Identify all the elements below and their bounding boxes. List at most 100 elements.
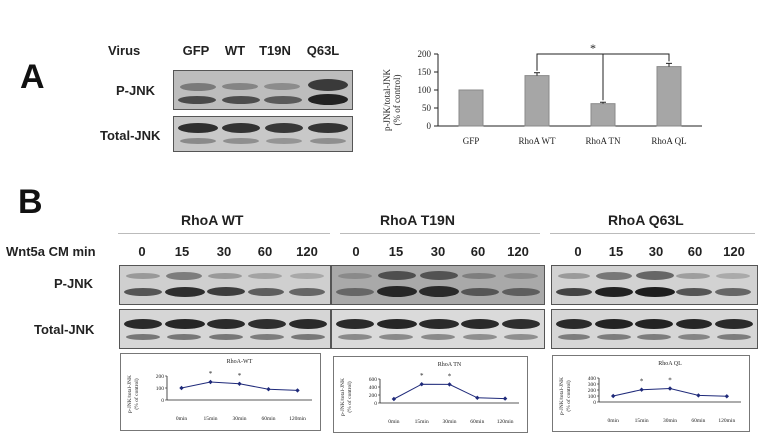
line-chart-ql-frame: RhoA QL p-JNK/total-JNK (% of control) 0 100… xyxy=(552,355,750,432)
line-chart-title: RhoA-WT xyxy=(227,359,253,365)
tp-wt-30: 30 xyxy=(216,244,232,259)
bar-chart-a: p-JNK/total-JNK (% of control) 0 50 100 150… xyxy=(382,41,702,146)
line-chart-point xyxy=(447,382,452,387)
line-chart-x-label: 15min xyxy=(635,418,649,424)
blot-b-q63l-total-jnk xyxy=(551,309,758,349)
row-label-total-jnk-b: Total-JNK xyxy=(34,322,95,337)
line-chart-star: * xyxy=(668,377,672,385)
line-chart-y-tick-label: 200 xyxy=(156,374,165,380)
tp-q63l-120: 120 xyxy=(723,244,745,259)
bar-chart-ylabel-2: (% of control) xyxy=(392,75,402,126)
line-chart-x-label: 15min xyxy=(415,419,429,425)
tp-q63l-15: 15 xyxy=(608,244,624,259)
line-chart-x-label: 30min xyxy=(442,419,456,425)
line-chart-point xyxy=(266,387,271,392)
line-chart-y-tick-label: 400 xyxy=(588,376,597,382)
line-chart-x-label: 60min xyxy=(691,418,705,424)
panel-a-letter: A xyxy=(20,58,45,96)
line-chart-ylabel-2: (% of control) xyxy=(133,378,140,409)
line-chart-x-label: 0min xyxy=(388,419,400,425)
tp-q63l-60: 60 xyxy=(687,244,703,259)
lane-label-q63l: Q63L xyxy=(306,43,340,58)
line-chart-y-tick-label: 300 xyxy=(588,382,597,388)
line-chart-point xyxy=(696,393,701,398)
line-chart-x-label: 60min xyxy=(470,419,484,425)
group-title-rhoa-wt: RhoA WT xyxy=(181,212,244,228)
line-chart-x-label: 15min xyxy=(203,416,217,422)
line-chart-star: * xyxy=(209,370,213,378)
bar-chart-ylabel-1: p-JNK/total-JNK xyxy=(382,69,392,131)
tp-wt-15: 15 xyxy=(174,244,190,259)
bar-chart-y-tick-label: 150 xyxy=(418,67,432,77)
line-chart-x-label: 120min xyxy=(497,419,514,425)
blot-b-t19n-total-jnk xyxy=(331,309,545,349)
line-chart-point xyxy=(611,393,616,399)
bar-chart-y-tick-label: 200 xyxy=(418,49,432,59)
treatment-label: Wnt5a CM min xyxy=(6,244,96,259)
line-chart-title: RhoA QL xyxy=(658,361,682,367)
line-chart-point xyxy=(391,396,397,402)
line-chart-x-label: 0min xyxy=(176,416,188,422)
line-chart-star: * xyxy=(640,378,644,386)
line-chart-point xyxy=(502,396,508,401)
line-chart-x-label: 30min xyxy=(232,416,246,422)
line-chart-y-tick-label: 0 xyxy=(593,400,596,406)
tp-t19n-0: 0 xyxy=(352,244,360,259)
tp-wt-60: 60 xyxy=(257,244,273,259)
line-chart-point xyxy=(208,379,213,385)
bar-0 xyxy=(458,89,484,127)
line-chart-star: * xyxy=(420,372,424,380)
line-chart-point xyxy=(295,388,300,393)
line-chart-star: * xyxy=(238,372,242,380)
line-chart-ylabel-1: p-JNK/total-JNK xyxy=(340,378,346,416)
line-chart-point xyxy=(179,385,184,391)
line-chart-point xyxy=(667,386,673,391)
line-chart-rhoa-tn: RhoA TN p-JNK/total-JNK (% of control) 0 200… xyxy=(340,362,519,425)
group-underline-t19n xyxy=(340,233,540,234)
blot-b-q63l-p-jnk xyxy=(551,265,758,305)
tp-t19n-30: 30 xyxy=(430,244,446,259)
line-chart-x-label: 0min xyxy=(608,418,620,424)
bar-chart-x-label-3: RhoA QL xyxy=(651,136,686,146)
row-label-p-jnk-b: P-JNK xyxy=(54,276,94,291)
significance-star-a: * xyxy=(590,41,596,55)
group-title-rhoa-q63l: RhoA Q63L xyxy=(608,212,684,228)
bar-3 xyxy=(656,66,682,127)
group-underline-wt xyxy=(118,233,330,234)
bar-2 xyxy=(590,103,616,127)
lane-label-t19n: T19N xyxy=(259,43,291,58)
bar-chart-y-tick-label: 0 xyxy=(427,121,432,131)
blot-b-wt-total-jnk xyxy=(119,309,331,349)
group-title-rhoa-t19n: RhoA T19N xyxy=(380,212,455,228)
line-chart-ylabel-2: (% of control) xyxy=(565,380,572,411)
tp-wt-0: 0 xyxy=(138,244,146,259)
line-chart-point xyxy=(419,382,424,387)
line-chart-y-tick-label: 200 xyxy=(369,393,378,399)
line-chart-ylabel-1: p-JNK/total-JNK xyxy=(127,375,133,413)
line-chart-tn-frame: RhoA TN p-JNK/total-JNK (% of control) 0 200… xyxy=(333,356,528,433)
line-chart-rhoa-ql: RhoA QL p-JNK/total-JNK (% of control) 0100… xyxy=(559,361,741,424)
group-underline-q63l xyxy=(550,233,755,234)
virus-label: Virus xyxy=(108,43,141,58)
blot-b-t19n-p-jnk xyxy=(331,265,545,305)
line-chart-x-label: 30min xyxy=(663,418,677,424)
tp-wt-120: 120 xyxy=(296,244,318,259)
bar-chart-x-label-1: RhoA WT xyxy=(518,136,556,146)
line-chart-y-tick-label: 0 xyxy=(374,401,377,407)
tp-t19n-15: 15 xyxy=(388,244,404,259)
tp-t19n-60: 60 xyxy=(470,244,486,259)
row-label-total-jnk-a: Total-JNK xyxy=(100,128,161,143)
line-chart-y-tick-label: 200 xyxy=(588,388,597,394)
panel-b-letter: B xyxy=(18,183,43,221)
bar-chart-y-tick-label: 50 xyxy=(422,103,432,113)
bar-chart-x-label-0: GFP xyxy=(463,136,480,146)
line-chart-y-tick-label: 0 xyxy=(161,398,164,404)
line-chart-ylabel-2: (% of control) xyxy=(346,381,353,412)
line-chart-point xyxy=(475,395,480,400)
bar-1 xyxy=(524,75,550,127)
line-chart-wt-frame: RhoA-WT p-JNK/total-JNK (% of control) 0 100… xyxy=(120,353,321,431)
line-chart-y-tick-label: 100 xyxy=(588,394,597,400)
line-chart-x-label: 120min xyxy=(289,416,306,422)
row-label-p-jnk-a: P-JNK xyxy=(116,83,156,98)
blot-a-total-jnk xyxy=(173,116,353,152)
